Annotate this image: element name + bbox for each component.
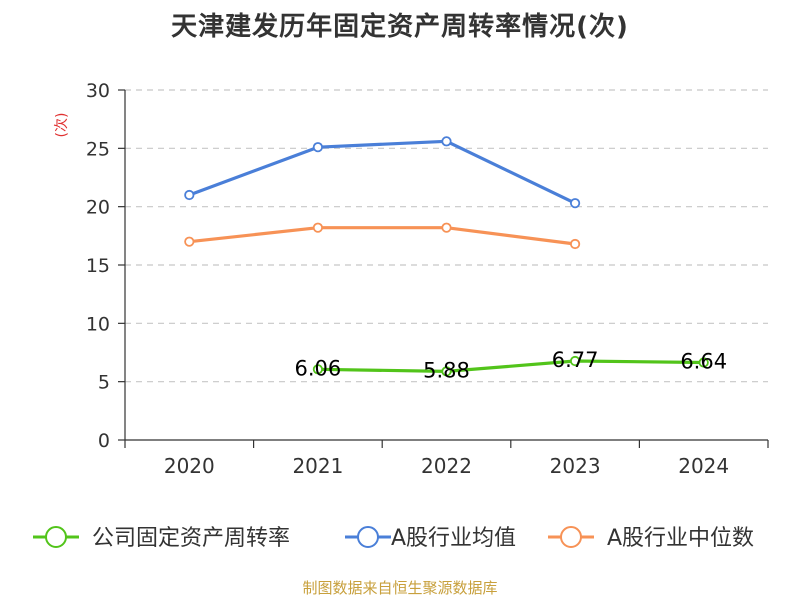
- series-line-0: [317, 359, 704, 373]
- legend-label: A股行业中位数: [607, 526, 754, 551]
- data-label: 6.06: [295, 356, 342, 380]
- data-label: 6.64: [680, 350, 727, 374]
- series-line-2: [189, 226, 576, 246]
- y-tick-label: 30: [86, 80, 110, 102]
- x-tick-label: 2024: [678, 454, 729, 478]
- series-line-1: [188, 139, 576, 205]
- x-tick-label: 2020: [164, 454, 215, 478]
- data-point: [569, 198, 581, 209]
- y-tick-label: 25: [86, 138, 110, 160]
- x-tick-label: 2023: [550, 454, 601, 478]
- y-tick-label: 20: [86, 197, 110, 219]
- legend-marker: [357, 526, 379, 548]
- data-label: 6.77: [552, 348, 599, 372]
- data-point: [569, 238, 581, 250]
- data-point: [184, 189, 195, 201]
- data-point: [184, 236, 195, 247]
- legend-label: 公司固定资产周转率: [92, 526, 290, 551]
- data-point: [312, 222, 323, 233]
- x-tick-label: 2022: [421, 454, 472, 478]
- legend-label: A股行业均值: [391, 526, 516, 551]
- x-tick-label: 2021: [292, 454, 343, 478]
- y-tick-label: 5: [98, 372, 110, 394]
- y-tick-label: 10: [86, 313, 110, 335]
- chart-title: 天津建发历年固定资产周转率情况(次): [171, 12, 629, 42]
- data-point: [441, 136, 452, 147]
- y-tick-label: 15: [86, 255, 110, 277]
- y-tick-label: 0: [98, 430, 110, 452]
- data-label: 5.88: [423, 358, 470, 382]
- data-point: [441, 366, 452, 377]
- legend-marker: [560, 526, 582, 548]
- data-point: [698, 357, 709, 368]
- data-point: [312, 142, 323, 153]
- data-source-note: 制图数据来自恒生聚源数据库: [302, 579, 498, 597]
- data-point: [441, 222, 452, 233]
- y-axis-label: (次): [54, 113, 70, 138]
- legend-marker: [45, 526, 67, 548]
- data-point: [312, 364, 323, 375]
- data-point: [569, 355, 581, 367]
